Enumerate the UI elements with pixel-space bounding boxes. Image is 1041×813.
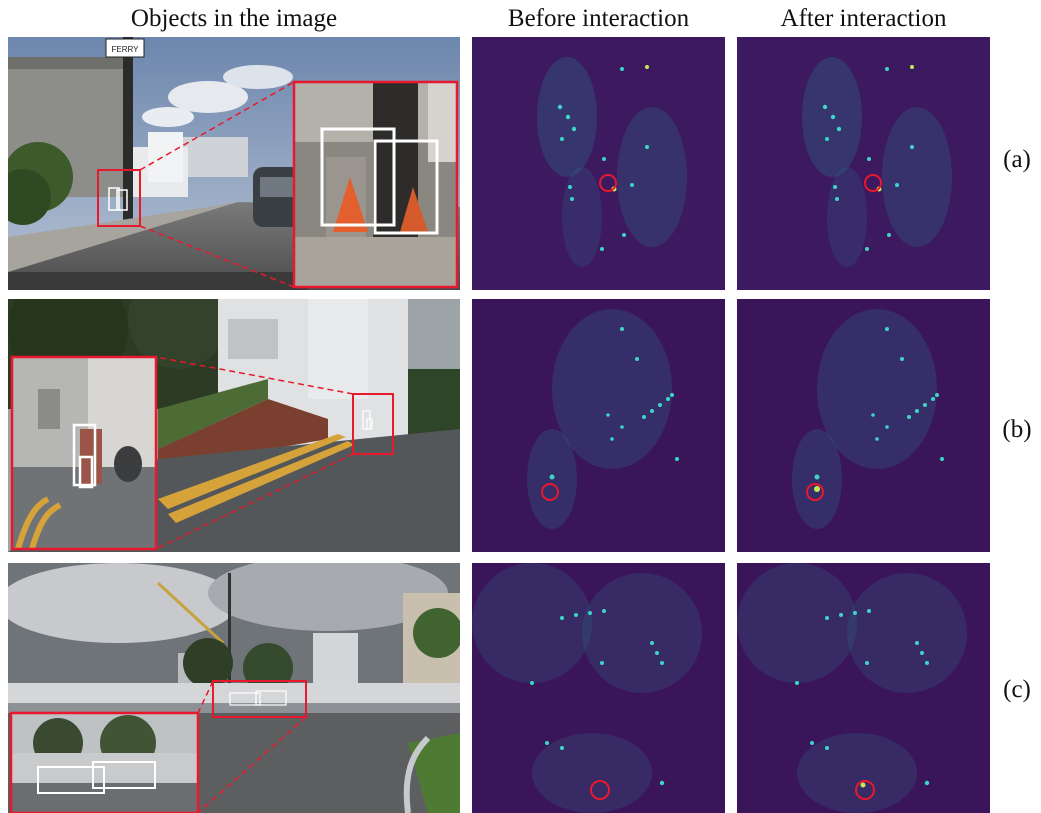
photo-row-b (8, 299, 460, 552)
heatmap-before-row-a (472, 37, 725, 290)
heatmap-before-row-c (472, 563, 725, 813)
header-objects: Objects in the image (130, 5, 338, 32)
ferry-sign-text: FERRY (112, 45, 140, 54)
heatmap-after-row-a (737, 37, 990, 290)
row-label-b: (b) (1002, 416, 1032, 443)
row-label-c: (c) (1003, 676, 1031, 703)
heatmap-before-row-b (472, 299, 725, 552)
header-after: After interaction (780, 5, 947, 32)
photo-row-c (8, 563, 460, 813)
heatmap-after-row-b (737, 299, 990, 552)
row-label-a: (a) (1003, 146, 1031, 173)
photo-row-a: FERRY (8, 37, 460, 290)
header-before: Before interaction (507, 5, 690, 32)
heatmap-after-row-c (737, 563, 990, 813)
